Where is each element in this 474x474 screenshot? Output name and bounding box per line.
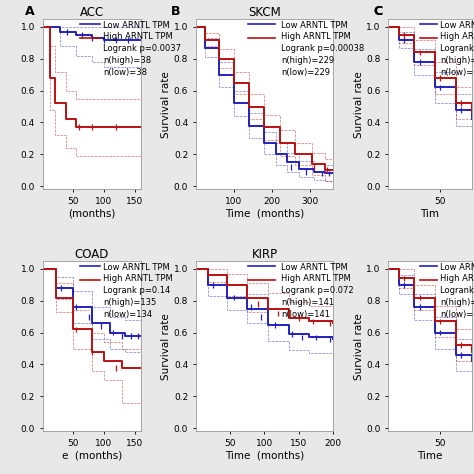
Text: B: B [171,5,181,18]
Text: Low ARNTL TPM
High ARNTL TPM
Logrank p=0.038
n(high)=150
n(low)=150: Low ARNTL TPM High ARNTL TPM Logrank p=0… [440,21,474,77]
Title: SKCM: SKCM [248,6,281,19]
Text: C: C [374,5,383,18]
Title: KIRP: KIRP [251,248,278,261]
X-axis label: Time  (months): Time (months) [225,451,304,461]
Y-axis label: Survival rate: Survival rate [354,71,364,137]
X-axis label: e  (months): e (months) [62,451,122,461]
Text: Low ARNTL TPM
High ARNTL TPM
Logrank p=0.14
n(high)=135
n(low)=134: Low ARNTL TPM High ARNTL TPM Logrank p=0… [103,263,173,319]
X-axis label: Time: Time [417,451,443,461]
X-axis label: (months): (months) [68,209,115,219]
Text: Low ARNTL TPM
High ARNTL TPM
Logrank p=0.0037
n(high)=38
n(low)=38: Low ARNTL TPM High ARNTL TPM Logrank p=0… [103,21,182,77]
Text: Low ARNTL TPM
High ARNTL TPM
Logrank p=0.04
n(high)=150
n(low)=150: Low ARNTL TPM High ARNTL TPM Logrank p=0… [440,263,474,319]
Y-axis label: Survival rate: Survival rate [354,313,364,380]
Text: Low ARNTL TPM
High ARNTL TPM
Logrank p=0.00038
n(high)=229
n(low)=229: Low ARNTL TPM High ARNTL TPM Logrank p=0… [281,21,364,77]
X-axis label: Tim: Tim [420,209,439,219]
Text: Low ARNTL TPM
High ARNTL TPM
Logrank p=0.072
n(high)=141
n(low)=141: Low ARNTL TPM High ARNTL TPM Logrank p=0… [281,263,354,319]
Title: COAD: COAD [74,248,109,261]
Text: C: C [374,5,383,18]
Title: ACC: ACC [80,6,104,19]
Y-axis label: Survival rate: Survival rate [161,313,171,380]
Text: A: A [25,5,35,18]
Y-axis label: Survival rate: Survival rate [161,71,171,137]
X-axis label: Time  (months): Time (months) [225,209,304,219]
